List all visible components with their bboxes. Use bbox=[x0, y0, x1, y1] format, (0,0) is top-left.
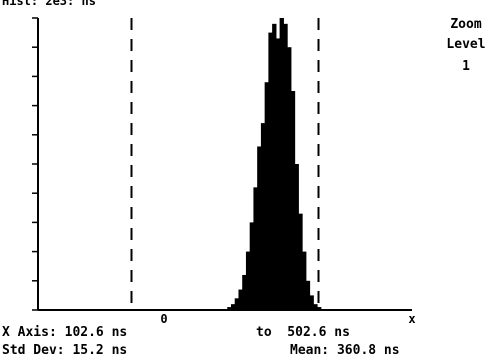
histogram-bars bbox=[227, 18, 322, 311]
histogram-bin bbox=[287, 47, 292, 310]
histogram-bin bbox=[268, 32, 273, 310]
zoom-label: Zoom bbox=[450, 17, 482, 32]
histogram-bin bbox=[234, 298, 240, 310]
histogram-bin bbox=[272, 23, 277, 311]
histogram-bin bbox=[283, 23, 288, 311]
mean-readout: Mean: 360.8 ns bbox=[290, 343, 400, 358]
histogram-bin bbox=[249, 222, 255, 310]
histogram-bin bbox=[230, 304, 236, 310]
histogram-bin bbox=[302, 251, 307, 310]
histogram-bin bbox=[290, 91, 296, 310]
histogram-bin bbox=[238, 289, 243, 310]
histogram-bin bbox=[242, 274, 247, 310]
x-axis-range-start: X Axis: 102.6 ns bbox=[2, 325, 128, 340]
histogram-bin bbox=[264, 82, 269, 311]
histogram-bin bbox=[294, 164, 299, 310]
histogram-bin bbox=[253, 187, 258, 310]
histogram-bin bbox=[317, 307, 322, 310]
histogram-title: Hist: 2e3: ns bbox=[2, 0, 96, 8]
histogram-bin bbox=[309, 295, 314, 310]
histogram-bin bbox=[305, 280, 311, 310]
histogram-bin bbox=[227, 307, 232, 310]
histogram-bin bbox=[298, 213, 303, 310]
cursor-zero-label: 0 bbox=[160, 312, 167, 326]
std-dev-readout: Std Dev: 15.2 ns bbox=[2, 343, 128, 358]
histogram-bin bbox=[260, 123, 266, 311]
histogram-bin bbox=[245, 251, 251, 310]
chart-axes bbox=[32, 17, 412, 311]
histogram-bin bbox=[313, 304, 318, 310]
histogram-bin bbox=[275, 38, 281, 310]
cursor-x-label: x bbox=[408, 312, 415, 326]
cursor-markers[interactable] bbox=[130, 18, 320, 310]
histogram-bin bbox=[279, 18, 284, 310]
x-axis-range-end: to 502.6 ns bbox=[256, 325, 350, 340]
zoom-level-value: 1 bbox=[462, 59, 470, 74]
histogram-bin bbox=[257, 146, 262, 310]
level-label: Level bbox=[446, 37, 486, 52]
